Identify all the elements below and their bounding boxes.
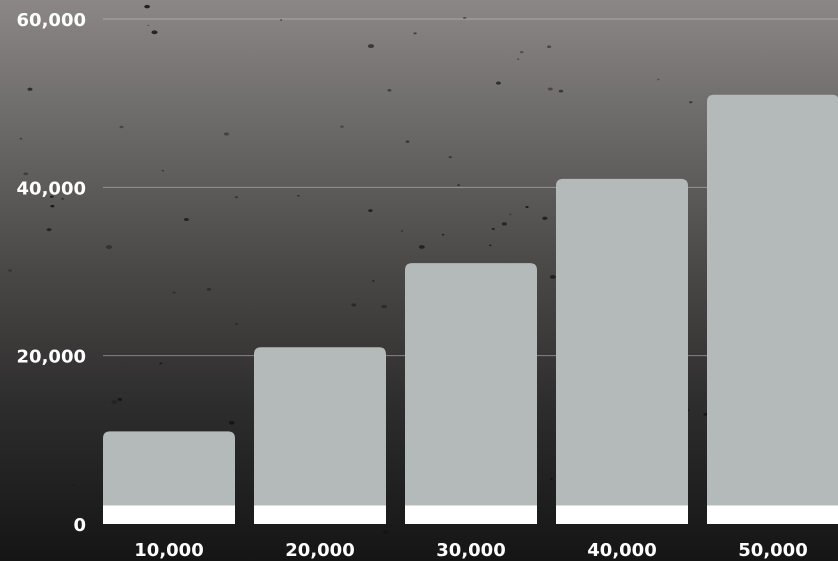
background-speck — [689, 101, 693, 104]
background-speck — [183, 217, 189, 222]
background-speck — [501, 222, 508, 226]
y-axis: 0 20,000 40,000 60,000 — [17, 10, 86, 536]
background-speck — [340, 125, 344, 128]
x-tick-label: 20,000 — [285, 540, 354, 561]
background-speck — [19, 137, 23, 140]
x-tick-label: 40,000 — [587, 540, 656, 561]
background-speck — [144, 4, 150, 9]
y-tick-label: 20,000 — [17, 347, 86, 368]
background-speck — [525, 205, 529, 209]
background-speck — [382, 530, 389, 534]
x-tick-label: 10,000 — [134, 540, 203, 561]
background-speck — [381, 304, 388, 309]
background-speck — [367, 44, 375, 49]
background-speck — [147, 24, 150, 27]
background-speck — [550, 477, 553, 480]
background-speck — [297, 195, 300, 197]
x-axis: 10,000 20,000 30,000 40,000 50,000 — [134, 540, 807, 561]
background-speck — [228, 421, 235, 425]
background-speck — [368, 209, 373, 212]
background-speck — [161, 170, 164, 172]
background-speck — [280, 19, 283, 21]
background-speck — [151, 30, 158, 35]
background-speck — [61, 197, 65, 200]
bar — [254, 347, 386, 524]
y-tick-label: 0 — [73, 515, 86, 536]
background-speck — [441, 233, 445, 236]
background-speck — [105, 245, 113, 250]
background-speck — [227, 525, 230, 527]
background-speck — [489, 244, 492, 247]
background-speck — [50, 195, 54, 198]
bar-base-segment — [103, 505, 235, 524]
background-speck — [457, 184, 460, 186]
bar — [405, 263, 537, 524]
bar-base-segment — [254, 505, 386, 524]
background-speck — [111, 400, 118, 404]
x-tick-label: 50,000 — [738, 540, 807, 561]
background-speck — [547, 45, 552, 48]
bar — [707, 94, 838, 524]
background-speck — [147, 540, 152, 544]
background-speck — [448, 156, 452, 159]
background-speck — [159, 362, 163, 365]
background-speck — [703, 412, 708, 416]
background-speck — [405, 140, 410, 143]
background-speck — [495, 81, 501, 85]
background-speck — [234, 196, 239, 199]
background-speck — [223, 132, 230, 136]
background-speck — [491, 227, 495, 230]
bar-base-segment — [707, 505, 838, 524]
background-speck — [549, 275, 556, 279]
y-tick-label: 40,000 — [17, 178, 86, 199]
bar-base-segment — [405, 505, 537, 524]
background-speck — [413, 32, 417, 35]
background-speck — [372, 280, 375, 282]
background-speck — [351, 303, 357, 307]
bars — [103, 94, 838, 524]
bar — [556, 178, 688, 524]
background-speck — [119, 125, 124, 129]
background-speck — [387, 89, 392, 92]
background-speck — [27, 87, 33, 91]
background-speck — [172, 291, 176, 294]
background-speck — [454, 543, 460, 546]
background-speck — [519, 50, 524, 54]
background-speck — [23, 172, 29, 176]
background-speck — [46, 228, 52, 232]
background-speck — [206, 288, 212, 291]
background-speck — [656, 78, 660, 81]
background-speck — [72, 484, 75, 486]
background-speck — [8, 269, 13, 272]
background-speck — [547, 87, 553, 91]
background-speck — [542, 216, 548, 220]
background-speck — [558, 89, 564, 93]
bar-base-segment — [556, 505, 688, 524]
x-tick-label: 30,000 — [436, 540, 505, 561]
background-speck — [235, 323, 238, 325]
bar — [103, 431, 235, 524]
background-speck — [50, 204, 55, 208]
background-speck — [516, 58, 520, 60]
background-speck — [117, 398, 123, 401]
background-speck — [418, 245, 425, 249]
background-speck — [509, 213, 512, 216]
y-tick-label: 60,000 — [17, 10, 86, 31]
background-speck — [401, 230, 403, 232]
